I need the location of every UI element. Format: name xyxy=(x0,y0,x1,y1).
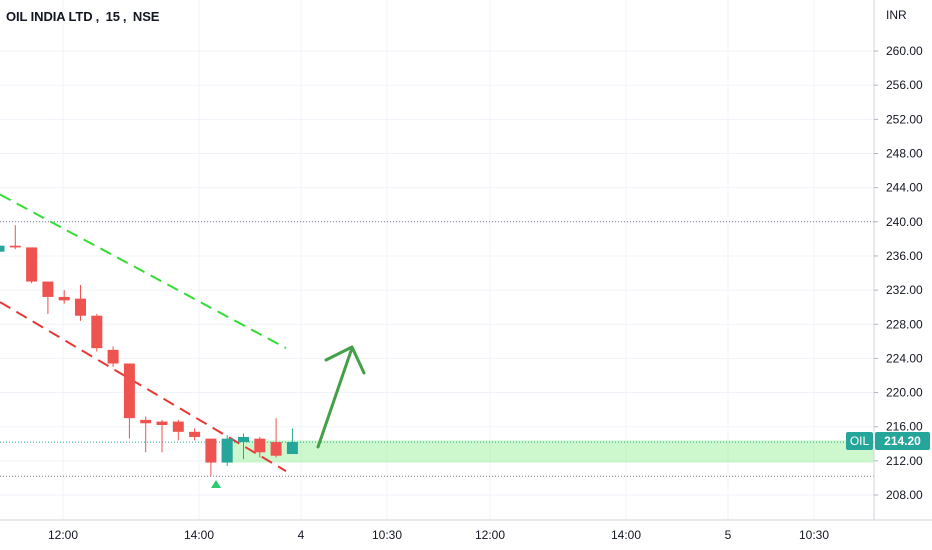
currency-label: INR xyxy=(886,8,907,22)
horizontal-levels xyxy=(0,221,874,477)
price-tick-label: 244.00 xyxy=(886,181,923,195)
time-tick-label: 10:30 xyxy=(372,528,402,542)
candle-body[interactable] xyxy=(58,296,70,301)
candle-body[interactable] xyxy=(238,436,249,443)
time-tick-label: 12:00 xyxy=(475,528,505,542)
price-tick-label: 220.00 xyxy=(886,386,923,400)
upper-trend-line xyxy=(0,193,287,350)
arrow-head xyxy=(324,345,366,375)
symbol-name: OIL INDIA LTD xyxy=(6,9,93,24)
symbol-price-tag: OIL xyxy=(846,432,873,450)
title-sep-1: , xyxy=(95,9,100,24)
candle-body[interactable] xyxy=(205,438,217,463)
price-tick-label: 236.00 xyxy=(886,249,923,263)
price-tick-label: 224.00 xyxy=(886,351,923,365)
price-tick-label: 208.00 xyxy=(886,488,923,502)
time-tick-label: 14:00 xyxy=(184,528,214,542)
trend-lines xyxy=(0,193,287,472)
time-tick-label: 10:30 xyxy=(799,528,829,542)
time-tick-label: 12:00 xyxy=(48,528,78,542)
candle-body[interactable] xyxy=(0,245,5,252)
candle-body[interactable] xyxy=(189,431,201,437)
interval-label: 15 xyxy=(105,9,120,24)
chart-title: OIL INDIA LTD, 15, NSE xyxy=(6,9,162,24)
price-tick-label: 216.00 xyxy=(886,420,923,434)
candle-body[interactable] xyxy=(107,349,119,364)
up-triangle-marker xyxy=(211,480,221,488)
last-price-tag: 214.20 xyxy=(875,432,930,450)
candle-body[interactable] xyxy=(75,298,86,316)
price-tick-label: 232.00 xyxy=(886,283,923,297)
candle-body[interactable] xyxy=(9,245,21,248)
price-axis[interactable]: 260.00 256.00 252.00 248.00 244.00 240.00 236.… xyxy=(873,0,923,520)
candle-body[interactable] xyxy=(254,438,266,453)
candle-body[interactable] xyxy=(221,438,233,463)
price-tick-label: 212.00 xyxy=(886,454,923,468)
candle-body[interactable] xyxy=(26,247,38,282)
exchange-label: NSE xyxy=(132,9,160,24)
candle-body[interactable] xyxy=(270,442,282,456)
breakout-arrow xyxy=(316,345,366,449)
candlesticks[interactable] xyxy=(0,225,298,488)
candle-body[interactable] xyxy=(42,281,54,297)
support-zone xyxy=(221,440,874,463)
time-tick-label: 4 xyxy=(298,528,305,542)
candle-body[interactable] xyxy=(172,421,184,432)
time-tick-label: 14:00 xyxy=(611,528,641,542)
candle-body[interactable] xyxy=(123,363,135,419)
candle-body[interactable] xyxy=(91,315,103,349)
candle-body[interactable] xyxy=(140,419,152,424)
title-sep-2: , xyxy=(122,9,127,24)
lower-trend-line xyxy=(0,301,287,472)
candle-body[interactable] xyxy=(286,442,298,455)
price-tick-label: 252.00 xyxy=(886,112,923,126)
arrow-shaft xyxy=(316,346,354,449)
support-zone-rect xyxy=(221,440,874,463)
time-tick-label: 5 xyxy=(725,528,732,542)
price-tick-label: 248.00 xyxy=(886,147,923,161)
price-tick-label: 240.00 xyxy=(886,215,923,229)
time-axis[interactable]: 12:00 14:00 4 10:30 12:00 14:00 5 10:30 xyxy=(0,519,932,542)
price-tick-label: 228.00 xyxy=(886,317,923,331)
price-tick-label: 260.00 xyxy=(886,44,923,58)
price-tick-label: 256.00 xyxy=(886,78,923,92)
candle-body[interactable] xyxy=(156,421,168,425)
